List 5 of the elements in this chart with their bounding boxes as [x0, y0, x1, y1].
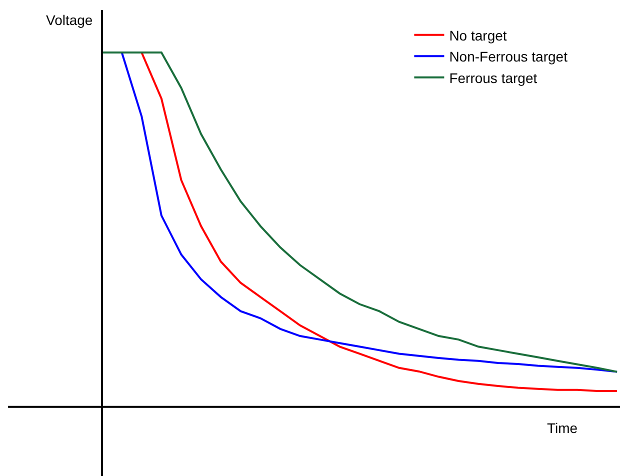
legend-label: Ferrous target	[449, 70, 538, 86]
x-axis-title: Time	[547, 420, 578, 436]
legend-label: No target	[449, 27, 507, 44]
legend-label: Non-Ferrous target	[449, 48, 568, 65]
y-axis-title: Voltage	[46, 12, 93, 28]
